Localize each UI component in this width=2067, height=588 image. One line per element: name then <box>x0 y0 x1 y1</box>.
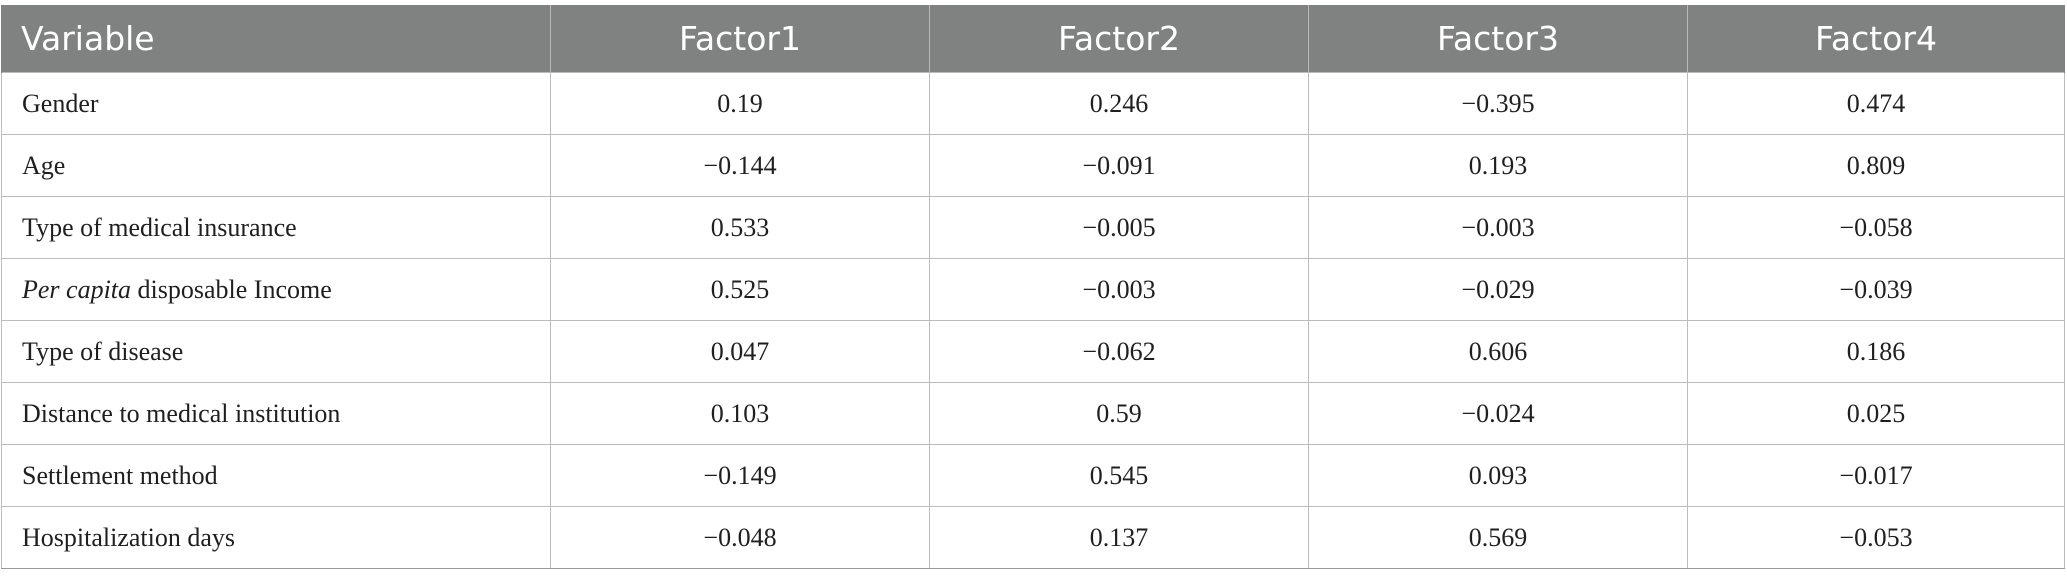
table-row: Hospitalization days −0.048 0.137 0.569 … <box>1 506 2065 569</box>
row-label-text: Type of medical insurance <box>22 212 297 242</box>
header-factor1: Factor1 <box>550 5 930 73</box>
cell-factor1: 0.103 <box>550 382 930 445</box>
table-row: Type of disease 0.047 −0.062 0.606 0.186 <box>1 320 2065 383</box>
cell-factor4: −0.058 <box>1687 196 2065 259</box>
row-label: Per capita disposable Income <box>1 258 551 321</box>
factor-loading-table: Variable Factor1 Factor2 Factor3 Factor4… <box>1 5 2065 569</box>
table-body: Gender 0.19 0.246 −0.395 0.474 Age −0.14… <box>1 72 2065 569</box>
cell-factor1: −0.149 <box>550 444 930 507</box>
cell-factor4: 0.025 <box>1687 382 2065 445</box>
header-variable: Variable <box>1 5 551 73</box>
row-label: Hospitalization days <box>1 506 551 569</box>
cell-factor2: 0.137 <box>929 506 1309 569</box>
cell-factor4: 0.809 <box>1687 134 2065 197</box>
table-row: Gender 0.19 0.246 −0.395 0.474 <box>1 72 2065 135</box>
cell-factor2: 0.545 <box>929 444 1309 507</box>
factor-loading-table-container: Variable Factor1 Factor2 Factor3 Factor4… <box>1 5 2065 569</box>
row-label: Settlement method <box>1 444 551 507</box>
row-label-text: Hospitalization days <box>22 522 236 552</box>
cell-factor1: −0.144 <box>550 134 930 197</box>
row-label: Type of medical insurance <box>1 196 551 259</box>
table-row: Distance to medical institution 0.103 0.… <box>1 382 2065 445</box>
cell-factor1: 0.525 <box>550 258 930 321</box>
cell-factor3: −0.003 <box>1308 196 1688 259</box>
row-label-text: disposable Income <box>131 274 332 304</box>
row-label-text: Distance to medical institution <box>22 398 341 428</box>
cell-factor4: 0.474 <box>1687 72 2065 135</box>
table-row: Settlement method −0.149 0.545 0.093 −0.… <box>1 444 2065 507</box>
cell-factor3: 0.606 <box>1308 320 1688 383</box>
cell-factor4: 0.186 <box>1687 320 2065 383</box>
cell-factor1: −0.048 <box>550 506 930 569</box>
header-factor3: Factor3 <box>1308 5 1688 73</box>
row-label-text: Gender <box>22 88 99 118</box>
cell-factor2: −0.091 <box>929 134 1309 197</box>
row-label-italic: Per capita <box>22 274 132 304</box>
cell-factor3: 0.193 <box>1308 134 1688 197</box>
cell-factor1: 0.19 <box>550 72 930 135</box>
cell-factor3: −0.024 <box>1308 382 1688 445</box>
header-factor2: Factor2 <box>929 5 1309 73</box>
table-row: Age −0.144 −0.091 0.193 0.809 <box>1 134 2065 197</box>
header-row: Variable Factor1 Factor2 Factor3 Factor4 <box>1 5 2065 73</box>
cell-factor3: 0.093 <box>1308 444 1688 507</box>
cell-factor4: −0.039 <box>1687 258 2065 321</box>
cell-factor3: 0.569 <box>1308 506 1688 569</box>
cell-factor3: −0.395 <box>1308 72 1688 135</box>
cell-factor2: −0.003 <box>929 258 1309 321</box>
table-row: Per capita disposable Income 0.525 −0.00… <box>1 258 2065 321</box>
row-label: Age <box>1 134 551 197</box>
row-label: Gender <box>1 72 551 135</box>
cell-factor4: −0.017 <box>1687 444 2065 507</box>
row-label: Type of disease <box>1 320 551 383</box>
cell-factor1: 0.047 <box>550 320 930 383</box>
row-label: Distance to medical institution <box>1 382 551 445</box>
table-header: Variable Factor1 Factor2 Factor3 Factor4 <box>1 5 2065 73</box>
row-label-text: Type of disease <box>22 336 184 366</box>
cell-factor2: −0.005 <box>929 196 1309 259</box>
cell-factor2: 0.246 <box>929 72 1309 135</box>
row-label-text: Settlement method <box>22 460 218 490</box>
cell-factor2: 0.59 <box>929 382 1309 445</box>
cell-factor3: −0.029 <box>1308 258 1688 321</box>
row-label-text: Age <box>22 150 66 180</box>
cell-factor4: −0.053 <box>1687 506 2065 569</box>
table-row: Type of medical insurance 0.533 −0.005 −… <box>1 196 2065 259</box>
cell-factor2: −0.062 <box>929 320 1309 383</box>
cell-factor1: 0.533 <box>550 196 930 259</box>
header-factor4: Factor4 <box>1687 5 2065 73</box>
